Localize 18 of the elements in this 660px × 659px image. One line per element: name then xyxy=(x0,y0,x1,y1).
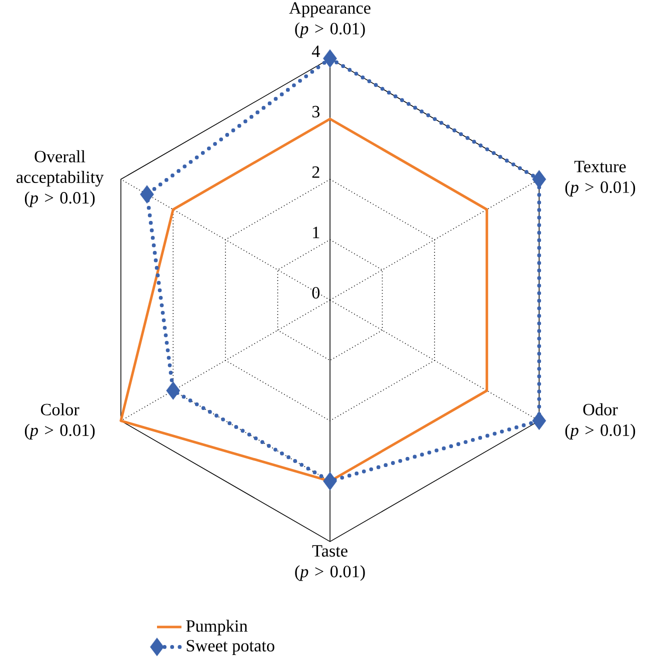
text: (p > 0.01) xyxy=(565,424,636,440)
y-tick-label: 0 xyxy=(312,287,320,299)
text: (p > 0.01) xyxy=(295,22,365,38)
y-tick-label: 1 xyxy=(313,227,320,238)
spoke-label: Appearance xyxy=(289,2,370,18)
y-tick-label: 3 xyxy=(312,106,320,118)
text: (p > 0.01) xyxy=(24,192,95,208)
spoke-label: Odor xyxy=(583,404,618,416)
y-tick-label: 4 xyxy=(312,46,320,58)
spoke-label: Color xyxy=(40,404,80,416)
text: (p > 0.01) xyxy=(295,565,365,582)
y-tick-label: 2 xyxy=(312,166,320,178)
text: (p > 0.01) xyxy=(24,424,95,440)
legend-label: Pumpkin xyxy=(186,620,248,636)
spoke-label: Texture xyxy=(574,161,626,173)
spoke-label: Taste xyxy=(312,546,348,557)
legend-label: Sweet potato xyxy=(186,640,274,656)
text: (p > 0.01) xyxy=(565,181,636,197)
